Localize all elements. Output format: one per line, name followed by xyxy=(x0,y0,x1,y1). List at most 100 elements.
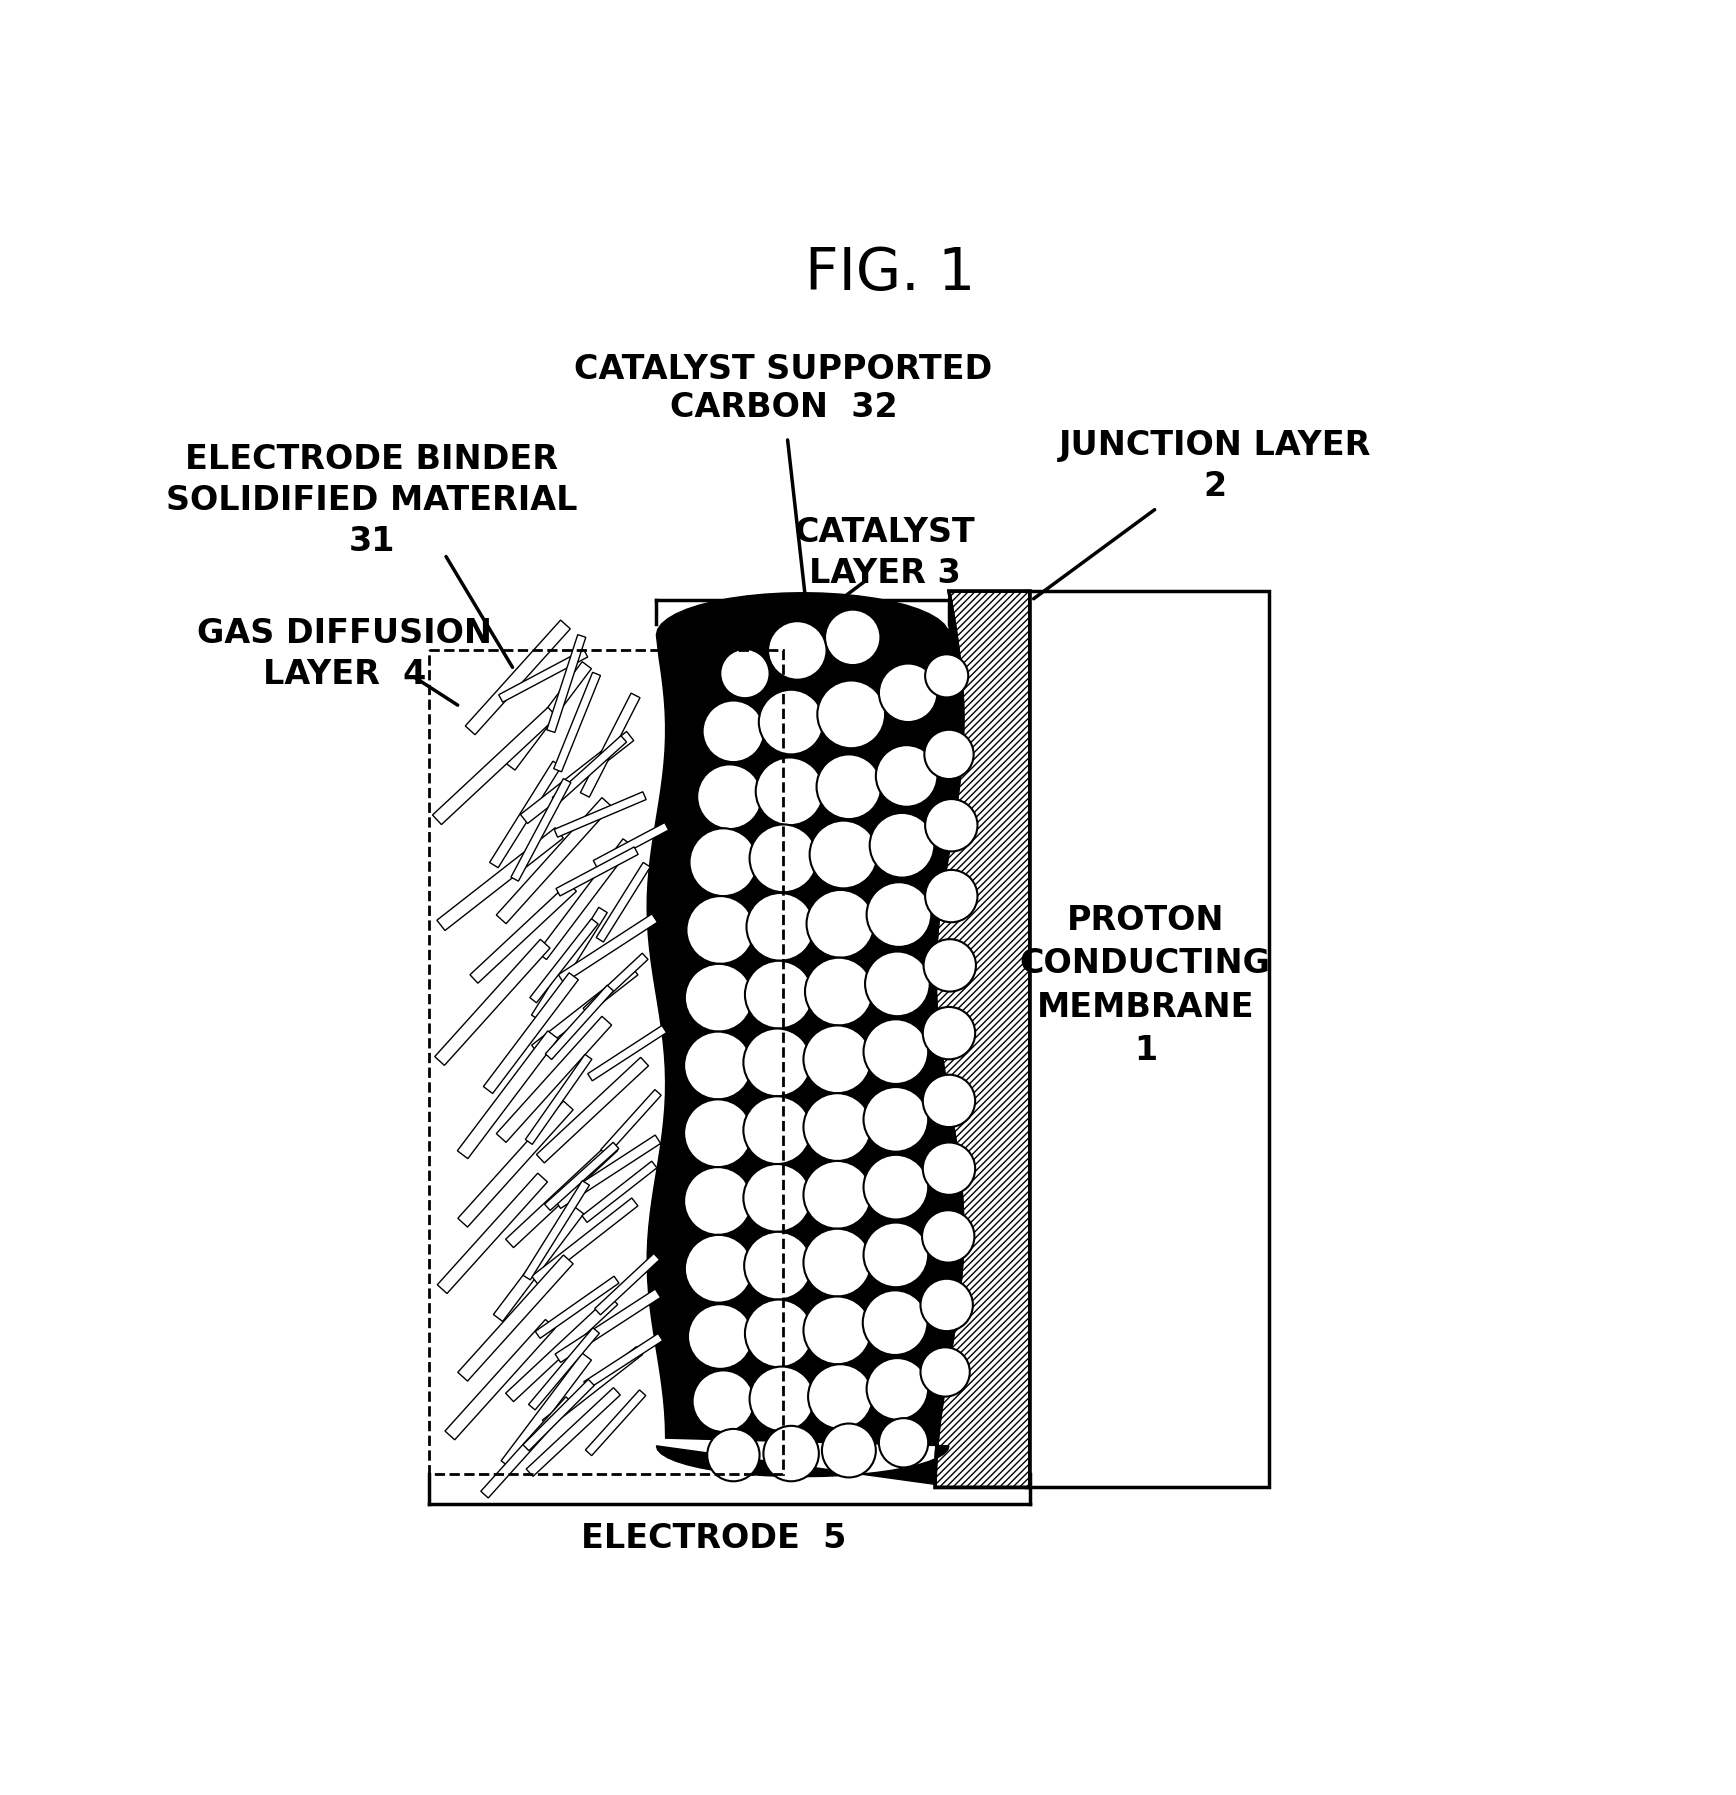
Circle shape xyxy=(686,964,753,1032)
Text: CATALYST SUPPORTED
CARBON  32: CATALYST SUPPORTED CARBON 32 xyxy=(575,354,993,424)
Polygon shape xyxy=(526,1054,592,1145)
Circle shape xyxy=(686,1235,753,1303)
Circle shape xyxy=(807,1364,873,1429)
Text: ELECTRODE  5: ELECTRODE 5 xyxy=(582,1522,847,1554)
Circle shape xyxy=(922,1210,974,1262)
Polygon shape xyxy=(556,847,639,896)
Circle shape xyxy=(804,1025,871,1093)
Polygon shape xyxy=(502,1353,592,1468)
Polygon shape xyxy=(556,1289,661,1362)
Polygon shape xyxy=(510,779,571,881)
Circle shape xyxy=(878,664,937,722)
Polygon shape xyxy=(589,1025,667,1081)
Circle shape xyxy=(804,1296,871,1364)
Polygon shape xyxy=(531,968,637,1054)
Polygon shape xyxy=(465,619,571,734)
Circle shape xyxy=(870,813,934,878)
Circle shape xyxy=(698,765,762,829)
Circle shape xyxy=(877,745,937,806)
Polygon shape xyxy=(505,1296,618,1402)
Text: PROTON
CONDUCTING
MEMBRANE
1: PROTON CONDUCTING MEMBRANE 1 xyxy=(1019,905,1271,1066)
Circle shape xyxy=(924,731,974,779)
Polygon shape xyxy=(580,693,641,797)
Polygon shape xyxy=(648,592,963,1484)
Circle shape xyxy=(743,1097,811,1163)
Circle shape xyxy=(767,621,826,680)
Circle shape xyxy=(804,1161,871,1230)
Polygon shape xyxy=(554,673,601,772)
Polygon shape xyxy=(583,1334,663,1389)
Circle shape xyxy=(746,892,814,960)
Circle shape xyxy=(925,655,969,698)
Circle shape xyxy=(818,680,885,749)
Polygon shape xyxy=(531,906,608,1020)
Circle shape xyxy=(755,757,823,826)
Circle shape xyxy=(863,1088,929,1152)
Circle shape xyxy=(863,1291,927,1355)
Circle shape xyxy=(866,881,930,948)
Polygon shape xyxy=(481,1397,573,1499)
Circle shape xyxy=(925,871,977,923)
Circle shape xyxy=(924,1075,976,1127)
Polygon shape xyxy=(528,1328,599,1409)
Circle shape xyxy=(865,951,930,1016)
Circle shape xyxy=(825,610,880,666)
Circle shape xyxy=(720,650,769,698)
Polygon shape xyxy=(936,591,1029,1488)
Polygon shape xyxy=(496,797,611,924)
Polygon shape xyxy=(437,827,562,930)
Polygon shape xyxy=(523,1181,590,1280)
Circle shape xyxy=(924,939,976,991)
Circle shape xyxy=(806,959,873,1025)
Circle shape xyxy=(809,820,877,889)
Polygon shape xyxy=(595,862,651,942)
Circle shape xyxy=(687,1305,753,1370)
Circle shape xyxy=(707,1429,760,1481)
Circle shape xyxy=(743,1163,811,1231)
Polygon shape xyxy=(594,822,668,869)
Polygon shape xyxy=(536,1057,649,1163)
Circle shape xyxy=(863,1154,929,1219)
Polygon shape xyxy=(601,1090,661,1156)
Polygon shape xyxy=(483,973,578,1093)
Text: JUNCTION LAYER
2: JUNCTION LAYER 2 xyxy=(1059,429,1371,503)
Circle shape xyxy=(920,1278,972,1332)
Bar xyxy=(429,650,783,1474)
Polygon shape xyxy=(531,1197,637,1283)
Polygon shape xyxy=(582,1161,656,1222)
Polygon shape xyxy=(490,761,561,867)
Polygon shape xyxy=(458,1255,573,1380)
Polygon shape xyxy=(542,1346,642,1429)
Circle shape xyxy=(920,1348,970,1397)
Polygon shape xyxy=(444,1319,556,1440)
Polygon shape xyxy=(505,1142,618,1248)
Polygon shape xyxy=(521,732,634,824)
Circle shape xyxy=(684,1099,752,1167)
Polygon shape xyxy=(547,635,585,732)
Polygon shape xyxy=(538,838,632,960)
Circle shape xyxy=(807,890,875,959)
Circle shape xyxy=(759,689,823,754)
Polygon shape xyxy=(470,883,576,984)
Polygon shape xyxy=(526,1388,620,1475)
Circle shape xyxy=(804,1093,871,1161)
Polygon shape xyxy=(529,919,599,1003)
Bar xyxy=(1026,591,1269,1488)
Polygon shape xyxy=(523,1379,594,1450)
Polygon shape xyxy=(554,792,646,836)
Polygon shape xyxy=(493,1206,583,1321)
Circle shape xyxy=(745,1300,812,1368)
Polygon shape xyxy=(535,1276,620,1339)
Circle shape xyxy=(924,1007,976,1059)
Text: GAS DIFFUSION
LAYER  4: GAS DIFFUSION LAYER 4 xyxy=(198,617,491,691)
Polygon shape xyxy=(559,914,658,984)
Polygon shape xyxy=(505,662,592,770)
Polygon shape xyxy=(434,939,550,1066)
Text: ELECTRODE BINDER
SOLIDIFIED MATERIAL
31: ELECTRODE BINDER SOLIDIFIED MATERIAL 31 xyxy=(165,443,578,558)
Polygon shape xyxy=(458,1100,573,1228)
Text: FIG. 1: FIG. 1 xyxy=(804,244,976,302)
Polygon shape xyxy=(457,1030,559,1158)
Circle shape xyxy=(693,1370,753,1432)
Polygon shape xyxy=(545,985,613,1059)
Circle shape xyxy=(924,1142,976,1195)
